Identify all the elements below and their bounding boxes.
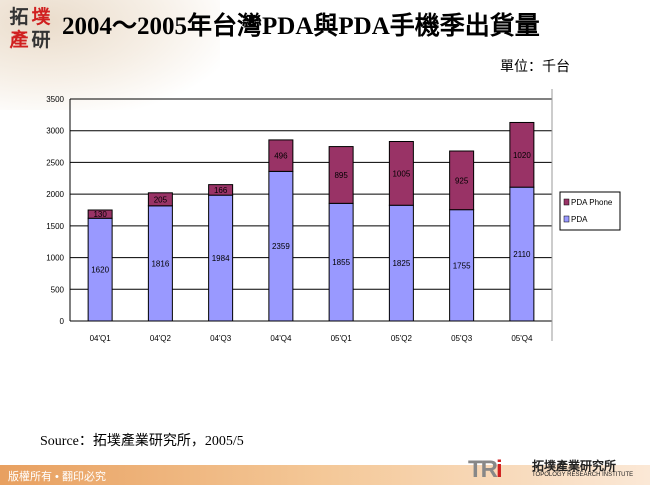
bar-pda <box>208 194 234 322</box>
bar-pda <box>147 205 173 322</box>
legend-label: PDA <box>571 215 588 224</box>
data-label: 1620 <box>91 266 109 275</box>
x-tick-label: 04'Q1 <box>90 334 112 343</box>
brand-cn: 拓墣產業研究所 <box>532 459 617 473</box>
y-tick-label: 2500 <box>46 158 64 167</box>
data-label: 1816 <box>151 259 169 268</box>
data-label: 130 <box>93 210 107 219</box>
data-label: 205 <box>154 195 168 204</box>
x-tick-label: 05'Q4 <box>511 334 533 343</box>
x-tick-label: 05'Q1 <box>331 334 353 343</box>
data-label: 1855 <box>332 258 350 267</box>
brand-en: TOPOLOGY RESEARCH INSTITUTE <box>532 472 634 478</box>
source-note: Source：拓墣產業研究所，2005/5 <box>40 434 244 449</box>
x-tick-label: 05'Q3 <box>451 334 473 343</box>
x-tick-label: 04'Q2 <box>150 334 172 343</box>
data-label: 166 <box>214 186 228 195</box>
y-tick-label: 1000 <box>46 254 64 263</box>
legend-swatch <box>563 198 570 206</box>
data-label: 1825 <box>392 259 410 268</box>
legend-swatch <box>563 215 570 223</box>
bar-pda <box>268 170 294 322</box>
page-title: 2004～2005年台灣PDA與PDA手機季出貨量 <box>62 13 540 40</box>
y-tick-label: 1500 <box>46 222 64 231</box>
footer-bar: 版權所有 • 翻印必究 <box>0 465 650 485</box>
legend-label: PDA Phone <box>571 198 613 207</box>
bar-pda <box>509 186 535 322</box>
data-label: 2359 <box>272 242 290 251</box>
copyright: 版權所有 • 翻印必究 <box>8 471 106 483</box>
x-tick-label: 04'Q4 <box>270 334 292 343</box>
bar-pda-phone <box>268 139 294 172</box>
y-tick-label: 0 <box>60 317 65 326</box>
bar-pda-phone <box>147 192 173 207</box>
data-label: 925 <box>455 176 469 185</box>
bar-pda-phone <box>509 121 535 188</box>
header-background <box>0 0 220 110</box>
data-label: 496 <box>274 152 288 161</box>
data-label: 1020 <box>513 151 531 160</box>
data-label: 1755 <box>453 261 471 270</box>
bar-pda-phone <box>449 150 475 211</box>
y-tick-label: 3500 <box>46 95 64 104</box>
legend-box <box>559 191 621 231</box>
x-tick-label: 05'Q2 <box>391 334 413 343</box>
data-label: 2110 <box>513 250 531 259</box>
bar-pda-phone <box>87 209 113 219</box>
bar-pda <box>87 217 113 322</box>
data-label: 895 <box>334 171 348 180</box>
y-tick-label: 2000 <box>46 190 64 199</box>
logo: 拓墣產研 <box>9 6 51 51</box>
data-label: 1005 <box>392 169 410 178</box>
data-label: 1984 <box>212 254 230 263</box>
bar-pda-phone <box>208 184 234 196</box>
x-tick-label: 04'Q3 <box>210 334 232 343</box>
bar-pda <box>449 209 475 322</box>
unit-label: 單位：千台 <box>500 58 570 74</box>
tri-logo: TRi <box>468 456 503 483</box>
y-tick-label: 500 <box>51 285 65 294</box>
bar-pda-phone <box>328 146 354 204</box>
y-tick-label: 3000 <box>46 127 64 136</box>
bar-pda-phone <box>388 140 414 206</box>
